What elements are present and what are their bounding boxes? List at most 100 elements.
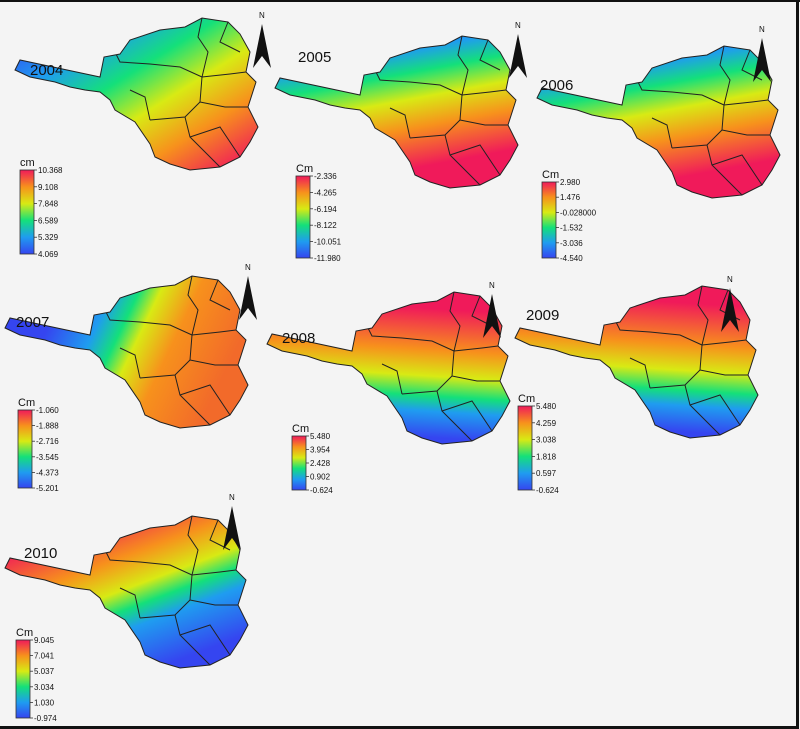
province-boundary: [459, 119, 508, 126]
legend-tick-label: 4.069: [38, 250, 59, 259]
legend-tick-label: -4.540: [560, 254, 583, 263]
map-surface: [14, 17, 259, 171]
province-boundary: [129, 89, 151, 121]
legend-unit: Cm: [292, 423, 309, 435]
province-boundary: [479, 39, 501, 71]
north-arrow-shape: [753, 38, 771, 82]
north-label: N: [489, 281, 495, 290]
legend-color-bar: [517, 405, 533, 491]
province-boundary: [449, 292, 461, 352]
province-boundary: [389, 107, 411, 139]
legend-color-bar: [291, 435, 307, 491]
country-map: [514, 285, 759, 439]
legend-unit: cm: [20, 157, 35, 169]
legend-unit: Cm: [18, 397, 35, 409]
province-boundary: [723, 99, 769, 106]
north-label: N: [515, 21, 521, 30]
province-boundary: [381, 363, 403, 395]
legend-tick-label: 2.428: [310, 459, 331, 468]
panel-2009: 2009 Cm5.480 4.259 3.038 1.818 0.597 -0.624 N: [514, 275, 759, 495]
province-boundary: [701, 339, 747, 346]
north-arrow-icon: N: [483, 281, 501, 338]
province-boundaries: [99, 516, 238, 666]
province-boundary: [191, 329, 237, 336]
province-boundary: [219, 21, 241, 53]
province-boundary: [179, 384, 231, 416]
legend-tick-label: 5.480: [536, 402, 557, 411]
north-arrow-icon: N: [223, 493, 241, 550]
north-arrow-shape: [239, 276, 257, 320]
legend-tick-label: 9.108: [38, 183, 59, 192]
legend-tick-label: -1.060: [36, 406, 59, 415]
province-boundary: [449, 144, 501, 176]
province-boundary: [689, 394, 741, 426]
legend-color-bar: [17, 409, 33, 489]
legend-tick-label: -0.974: [34, 714, 57, 723]
panel-2008: 2008 Cm5.480 3.954 2.428 0.902 -0.624 N: [266, 281, 511, 495]
north-arrow-shape: [483, 294, 501, 338]
north-label: N: [259, 11, 265, 20]
province-boundary: [609, 309, 703, 346]
year-label: 2009: [526, 307, 559, 324]
province-boundary: [721, 129, 770, 136]
province-boundary: [711, 154, 763, 186]
province-boundary: [369, 59, 463, 96]
legend-tick-label: -0.624: [310, 486, 333, 495]
north-arrow-shape: [509, 34, 527, 78]
province-boundary: [671, 104, 725, 149]
legend-tick-label: 5.480: [310, 432, 331, 441]
province-boundaries: [631, 46, 770, 196]
legend-tick-label: 3.954: [310, 446, 331, 455]
province-boundary: [651, 117, 673, 149]
province-boundary: [109, 41, 203, 78]
province-boundary: [629, 357, 651, 389]
province-boundary: [187, 516, 199, 576]
map-surface: [4, 515, 249, 669]
legend-tick-label: -3.036: [560, 239, 583, 248]
province-boundary: [187, 276, 199, 336]
province-boundary: [189, 359, 238, 366]
legend-tick-label: 0.902: [310, 473, 331, 482]
province-boundaries: [369, 36, 508, 186]
north-label: N: [229, 493, 235, 502]
legend-unit: Cm: [542, 169, 559, 181]
legend-unit: Cm: [296, 163, 313, 175]
legend-tick-label: -1.532: [560, 224, 583, 233]
legend-tick-label: -3.545: [36, 453, 59, 462]
north-arrow-icon: N: [753, 25, 771, 82]
legend-tick-label: 1.818: [536, 452, 557, 461]
legend-tick-label: 5.329: [38, 233, 59, 242]
legend-unit: Cm: [16, 627, 33, 639]
legend-tick-label: 3.038: [536, 436, 557, 445]
panel-2006: 2006 Cm2.980 1.476 -0.028000 -1.532 -3.036 -4.…: [536, 25, 781, 263]
legend-tick-label: -11.980: [314, 254, 341, 263]
legend-tick-label: 1.476: [560, 193, 581, 202]
province-boundary: [209, 519, 231, 551]
legend-tick-label: -8.122: [314, 221, 337, 230]
legend-tick-label: 7.041: [34, 652, 55, 661]
province-boundary: [189, 126, 241, 158]
country-map: [4, 275, 249, 429]
north-label: N: [245, 263, 251, 272]
legend-tick-label: -10.051: [314, 238, 342, 247]
legend-tick-label: 6.589: [38, 216, 59, 225]
country-map: [14, 17, 259, 171]
province-boundary: [191, 569, 237, 576]
legend-tick-label: -1.888: [36, 422, 59, 431]
province-boundary: [139, 574, 193, 619]
province-boundary: [199, 101, 248, 108]
legend-color-bar: [19, 169, 35, 255]
legend-tick-label: -4.265: [314, 188, 337, 197]
province-boundary: [461, 89, 507, 96]
map-surface: [536, 45, 781, 199]
year-label: 2004: [30, 62, 63, 79]
province-boundary: [401, 350, 455, 395]
north-arrow-icon: N: [509, 21, 527, 78]
legend-unit: Cm: [518, 393, 535, 405]
legend-tick-label: -2.716: [36, 437, 59, 446]
legend-tick-label: 5.037: [34, 667, 55, 676]
province-boundary: [719, 46, 731, 106]
panel-2007: 2007 Cm-1.060 -1.888 -2.716 -3.545 -4.373 -5.2…: [4, 263, 257, 493]
